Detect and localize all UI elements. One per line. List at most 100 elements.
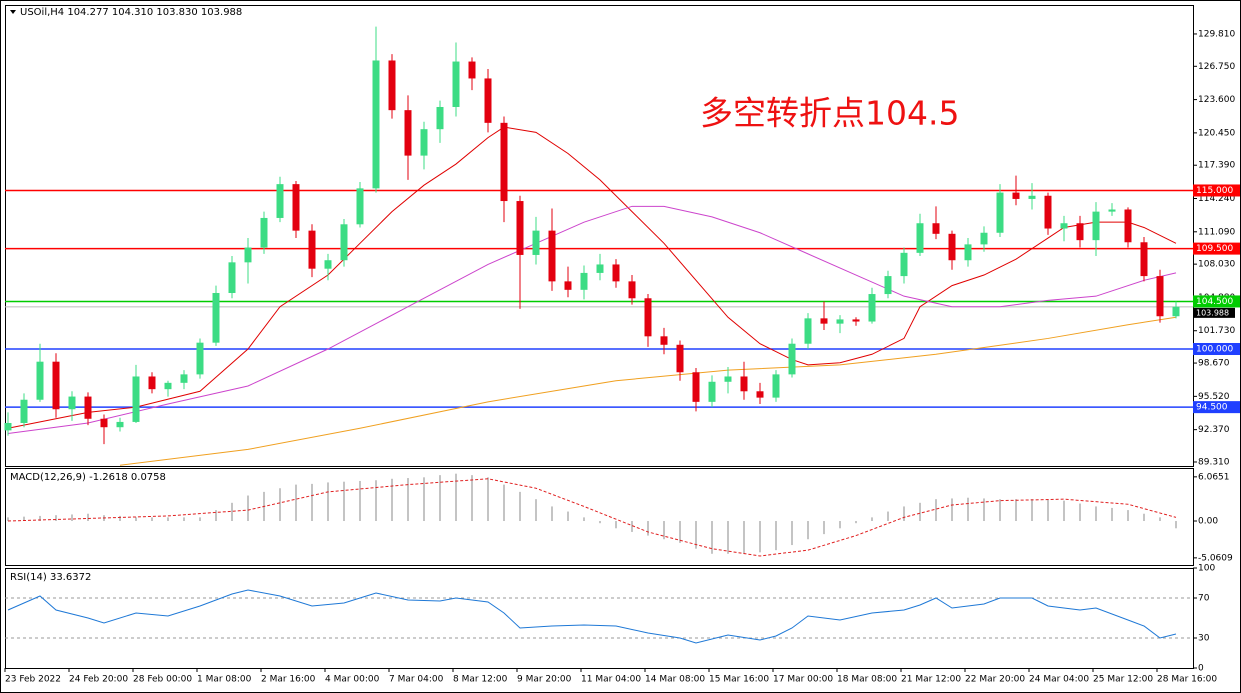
candle-body <box>100 418 108 428</box>
candle-body <box>980 232 988 245</box>
candle-body <box>1076 223 1084 241</box>
level-label: 104.500 <box>1196 297 1233 307</box>
candle-body <box>884 276 892 295</box>
last-price-label: 103.988 <box>1196 308 1229 317</box>
y-tick-label: 100 <box>1198 564 1215 574</box>
candle-body <box>164 382 172 390</box>
x-tick-label: 28 Mar 16:00 <box>1157 675 1217 685</box>
candle-body <box>292 184 300 231</box>
y-tick-label: 129.810 <box>1198 29 1235 39</box>
x-tick-label: 15 Mar 16:00 <box>709 675 769 685</box>
candle-body <box>772 374 780 398</box>
moving-average <box>7 205 1177 435</box>
candle-body <box>740 376 748 392</box>
candle-body <box>644 298 652 337</box>
candle-body <box>580 272 588 290</box>
level-tag <box>1193 401 1240 414</box>
price-panel <box>5 5 1194 467</box>
candle-body <box>1156 276 1164 317</box>
level-label: 115.000 <box>1196 186 1233 196</box>
level-tag <box>1193 242 1240 255</box>
moving-average <box>7 126 1177 429</box>
candle-body <box>196 342 204 375</box>
candle-body <box>564 281 572 290</box>
level-label: 109.500 <box>1196 244 1233 254</box>
candle-body <box>836 319 844 324</box>
candle-body <box>676 344 684 373</box>
candle-body <box>1044 195 1052 229</box>
candle-body <box>532 230 540 255</box>
macd-panel <box>5 468 1194 566</box>
candle-body <box>148 376 156 390</box>
rsi-line <box>7 589 1177 644</box>
x-tick-label: 9 Mar 20:00 <box>517 675 572 685</box>
candle-body <box>260 217 268 248</box>
y-tick-label: 89.310 <box>1198 457 1230 467</box>
candle-body <box>548 230 556 282</box>
candle-body <box>500 122 508 202</box>
candle-body <box>868 294 876 322</box>
candle-body <box>468 61 476 79</box>
candle-body <box>852 319 860 322</box>
candle-body <box>340 224 348 261</box>
candle-body <box>820 318 828 324</box>
candle-body <box>932 223 940 234</box>
candle-body <box>1140 242 1148 277</box>
level-tag <box>1193 295 1240 308</box>
x-tick-label: 17 Mar 00:00 <box>773 675 833 685</box>
y-tick-label: 98.670 <box>1198 359 1230 369</box>
candle-body <box>804 318 812 344</box>
candle-body <box>36 361 44 400</box>
x-tick-label: 24 Mar 04:00 <box>1029 675 1089 685</box>
y-tick-label: 0.00 <box>1198 517 1218 527</box>
candle-body <box>20 399 28 423</box>
x-tick-label: 18 Mar 08:00 <box>837 675 897 685</box>
level-tag <box>1193 343 1240 356</box>
annotation: 多空转折点104.5 <box>700 94 959 133</box>
candle-body <box>612 264 620 282</box>
last-price-tag <box>1193 307 1235 318</box>
candle-body <box>308 230 316 269</box>
candle-body <box>1172 306 1180 317</box>
candle-body <box>180 374 188 383</box>
y-tick-label: 114.240 <box>1198 194 1235 204</box>
candle-body <box>420 129 428 156</box>
y-tick-label: -5.0609 <box>1198 553 1233 563</box>
x-tick-label: 23 Feb 2022 <box>5 675 61 685</box>
x-tick-label: 8 Mar 12:00 <box>453 675 508 685</box>
candle-body <box>964 244 972 261</box>
x-tick-label: 2 Mar 16:00 <box>261 675 316 685</box>
candle-body <box>948 233 956 261</box>
candle-body <box>1124 209 1132 243</box>
candle-body <box>68 396 76 410</box>
y-tick-label: 30 <box>1198 634 1210 644</box>
rsi-title: RSI(14) 33.6372 <box>10 572 91 583</box>
x-tick-label: 21 Mar 12:00 <box>901 675 961 685</box>
candle-body <box>84 396 92 419</box>
candle-body <box>900 252 908 277</box>
candle-body <box>244 247 252 263</box>
y-tick-label: 101.730 <box>1198 326 1235 336</box>
x-tick-label: 24 Feb 20:00 <box>69 675 128 685</box>
level-label: 94.500 <box>1196 403 1228 413</box>
y-tick-label: 111.090 <box>1198 227 1235 237</box>
x-tick-label: 22 Mar 20:00 <box>965 675 1025 685</box>
x-tick-label: 14 Mar 08:00 <box>645 675 705 685</box>
candle-body <box>388 60 396 111</box>
chart-title: USOil,H4 104.277 104.310 103.830 103.988 <box>20 7 242 18</box>
candle-body <box>1060 223 1068 229</box>
x-tick-label: 7 Mar 04:00 <box>389 675 444 685</box>
candle-body <box>1092 211 1100 241</box>
candle-body <box>756 391 764 398</box>
candle-body <box>692 372 700 402</box>
menu-arrow <box>10 10 16 14</box>
macd-title: MACD(12,26,9) -1.2618 0.0758 <box>10 472 166 483</box>
candle-body <box>996 192 1004 233</box>
candle-body <box>516 201 524 255</box>
x-tick-label: 28 Feb 00:00 <box>133 675 192 685</box>
candle-body <box>276 184 284 218</box>
y-tick-label: 117.390 <box>1198 161 1235 171</box>
candle-body <box>1028 195 1036 199</box>
candle-body <box>372 60 380 189</box>
